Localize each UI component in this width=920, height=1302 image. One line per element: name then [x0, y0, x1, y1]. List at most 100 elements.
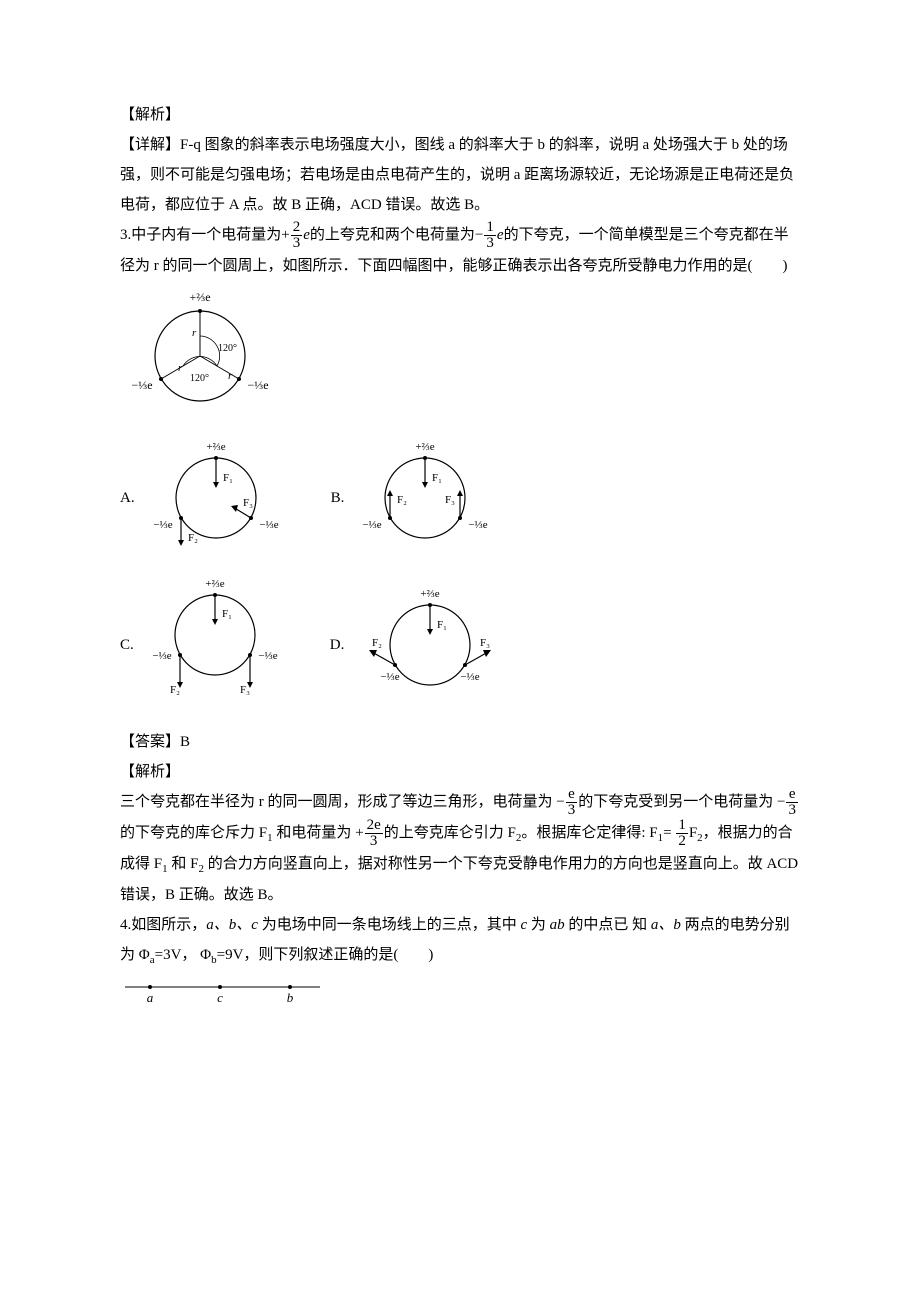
- den: 3: [566, 803, 578, 818]
- lbl: −⅓e: [259, 519, 278, 531]
- lbl: −⅓e: [258, 650, 277, 662]
- txt: 的下夸克受到另一个电荷量为 −: [578, 794, 785, 810]
- choice-c-diagram: +⅔e −⅓e −⅓e F₁ F₂ F₃: [140, 575, 290, 715]
- frac-e-3-b: e3: [786, 787, 798, 818]
- frac-half: 12: [676, 818, 688, 849]
- e-1: e: [303, 227, 310, 243]
- br-label: −⅓e: [247, 378, 268, 392]
- lbl: +⅔e: [421, 588, 440, 600]
- f1: F₁: [223, 472, 233, 484]
- choice-b-diagram: +⅔e −⅓e −⅓e F₁ F₂ F₃: [350, 433, 500, 563]
- choice-a-diagram: +⅔e −⅓e −⅓e F₁ F₂ F₃: [141, 433, 291, 563]
- ab2: a、b: [651, 917, 681, 933]
- num: 1: [676, 818, 688, 834]
- f2: F₂: [372, 637, 382, 649]
- lbl: −⅓e: [363, 519, 382, 531]
- num: 2e: [365, 818, 383, 834]
- lbl: +⅔e: [206, 441, 225, 453]
- txt: 。根据库仑定律得: F: [521, 825, 657, 841]
- choice-a-label: A.: [120, 483, 135, 513]
- plus-sign: +: [281, 227, 289, 243]
- f3: F₃: [240, 684, 250, 696]
- q3-stem-b: 的上夸克和两个电荷量为: [310, 227, 475, 243]
- lbl: −⅓e: [469, 519, 488, 531]
- f2: F₂: [397, 494, 407, 506]
- txt: 如图所示，: [131, 917, 206, 933]
- lbl: −⅓e: [381, 671, 400, 683]
- q4-stem: 4.如图所示，a、b、c 为电场中同一条电场线上的三点，其中 c 为 ab 的中…: [120, 910, 800, 971]
- f1: F₁: [222, 608, 232, 620]
- q3-stem-a: 中子内有一个电荷量为: [131, 227, 281, 243]
- choice-row-ab: A. +⅔e −⅓e −⅓e F₁ F₂ F₃ B. +⅔e −⅓e −⅓e: [120, 433, 800, 563]
- choice-d: D. +⅔e −⅓e −⅓e F₁ F₂ F₃: [330, 580, 511, 710]
- frac-2-3: 23: [291, 220, 303, 251]
- den: 2: [676, 834, 688, 849]
- choice-a: A. +⅔e −⅓e −⅓e F₁ F₂ F₃: [120, 433, 291, 563]
- frac-e-3-a: e3: [566, 787, 578, 818]
- angle-2: 120°: [190, 373, 209, 384]
- choice-b-label: B.: [331, 483, 345, 513]
- den: 3: [786, 803, 798, 818]
- txt: 的上夸克库仑引力 F: [384, 825, 516, 841]
- choice-c: C. +⅔e −⅓e −⅓e F₁ F₂ F₃: [120, 575, 290, 715]
- q3-analysis-label: 【解析】: [120, 757, 800, 787]
- q3-answer: 【答案】B: [120, 727, 800, 757]
- q3-stem: 3.中子内有一个电荷量为+23e的上夸克和两个电荷量为−13e的下夸克，一个简单…: [120, 220, 800, 281]
- F: F: [689, 825, 697, 841]
- q3-main-diagram: +⅔e −⅓e −⅓e r r r 120° 120°: [120, 281, 280, 421]
- num: 1: [484, 220, 496, 236]
- lbl: −⅓e: [153, 519, 172, 531]
- detail-body: F-q 图象的斜率表示电场强度大小，图线 a 的斜率大于 b 的斜率，说明 a …: [120, 137, 794, 213]
- abc: a、b、c: [206, 917, 258, 933]
- txt: 的中点已 知: [565, 917, 651, 933]
- txt: 为: [527, 917, 550, 933]
- answer-value: B: [180, 734, 190, 750]
- txt: 的合力方向竖直向上，据对称性另一个下夸克受静电作用力的方向也是竖直向上。故 AC…: [120, 856, 798, 903]
- detail-label: 【详解】: [120, 137, 180, 153]
- solution2-heading: 【解析】: [120, 100, 800, 130]
- choice-c-label: C.: [120, 630, 134, 660]
- den: 3: [484, 236, 496, 251]
- f3: F₃: [480, 637, 490, 649]
- bl-label: −⅓e: [131, 378, 152, 392]
- f1: F₁: [432, 472, 442, 484]
- f1: F₁: [437, 619, 447, 631]
- choice-d-diagram: +⅔e −⅓e −⅓e F₁ F₂ F₃: [350, 580, 510, 710]
- r-label-3: r: [228, 370, 233, 382]
- den: 3: [365, 834, 383, 849]
- f3: F₃: [445, 494, 455, 506]
- txt: =3V， Φ: [155, 947, 212, 963]
- pt-b: b: [287, 990, 294, 1005]
- lbl: −⅓e: [461, 671, 480, 683]
- minus-sign: −: [475, 227, 483, 243]
- pt-a: a: [147, 990, 154, 1005]
- den: 3: [291, 236, 303, 251]
- pt-c: c: [217, 990, 223, 1005]
- num: 2: [291, 220, 303, 236]
- frac-2e-3: 2e3: [365, 818, 383, 849]
- eq: =: [663, 825, 671, 841]
- f2: F₂: [188, 532, 198, 544]
- txt: 和 F: [168, 856, 199, 872]
- r-label-2: r: [178, 362, 183, 374]
- num: e: [566, 787, 578, 803]
- q3-analysis-body: 三个夸克都在半径为 r 的同一圆周，形成了等边三角形，电荷量为 −e3的下夸克受…: [120, 787, 800, 910]
- f3: F₃: [243, 497, 253, 509]
- q4-number: 4.: [120, 917, 131, 933]
- q4-line-diagram: a c b: [120, 977, 330, 1007]
- choice-row-cd: C. +⅔e −⅓e −⅓e F₁ F₂ F₃ D. +⅔e −⅓e −⅓e: [120, 575, 800, 715]
- choice-b: B. +⅔e −⅓e −⅓e F₁ F₂ F₃: [331, 433, 501, 563]
- choice-d-label: D.: [330, 630, 345, 660]
- lbl: +⅔e: [416, 441, 435, 453]
- txt: 为电场中同一条电场线上的三点，其中: [258, 917, 521, 933]
- ab: ab: [550, 917, 565, 933]
- f2: F₂: [170, 684, 180, 696]
- txt: 三个夸克都在半径为 r 的同一圆周，形成了等边三角形，电荷量为 −: [120, 794, 565, 810]
- lbl: −⅓e: [152, 650, 171, 662]
- txt: =9V，则下列叙述正确的是( ): [217, 947, 434, 963]
- answer-label: 【答案】: [120, 734, 180, 750]
- r-label-1: r: [192, 327, 197, 339]
- top-label: +⅔e: [189, 290, 210, 304]
- lbl: +⅔e: [205, 578, 224, 590]
- num: e: [786, 787, 798, 803]
